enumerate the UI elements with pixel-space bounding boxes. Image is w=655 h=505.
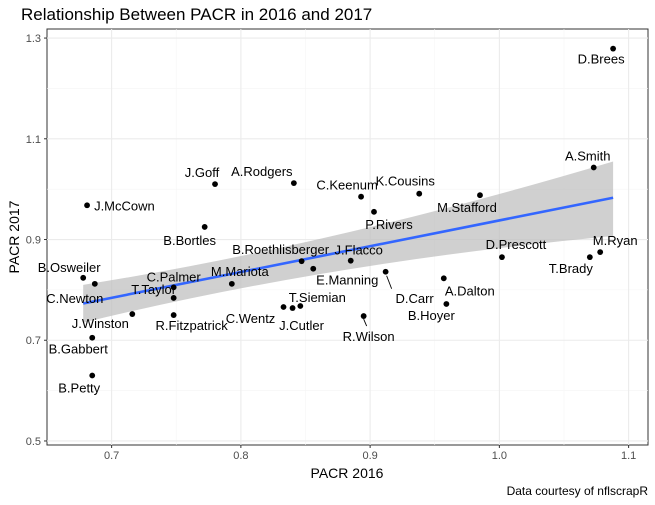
point-label: C.Newton (46, 291, 103, 306)
point-label: C.Wentz (226, 311, 276, 326)
point-label: J.Goff (185, 165, 220, 180)
data-point (586, 254, 593, 261)
data-point (91, 280, 98, 287)
point-label: D.Carr (395, 291, 434, 306)
point-label: M.Mariota (211, 264, 270, 279)
point-label: T.Brady (549, 261, 594, 276)
confidence-band (83, 161, 614, 323)
data-point (382, 268, 389, 275)
point-label: D.Prescott (486, 237, 547, 252)
data-point (289, 305, 296, 311)
point-label: K.Cousins (376, 174, 436, 189)
data-point (228, 280, 235, 287)
y-axis-title: PACR 2017 (6, 200, 22, 273)
point-label: B.Bortles (163, 233, 216, 248)
x-axis-ticks: 0.7 0.8 0.9 1.0 1.1 (104, 445, 636, 462)
label-leader-line (386, 275, 393, 289)
y-tick-label: 1.1 (26, 134, 41, 146)
x-tick-label: 1.1 (621, 450, 636, 462)
point-label: B.Hoyer (408, 308, 456, 323)
point-label: P.Rivers (365, 217, 413, 232)
label-leaders-layer (363, 275, 393, 327)
point-label: C.Palmer (147, 269, 202, 284)
point-label: A.Dalton (445, 283, 495, 298)
point-label: R.Wilson (343, 329, 395, 344)
y-tick-label: 0.7 (26, 335, 41, 347)
point-label: B.Petty (58, 380, 100, 395)
x-tick-label: 0.9 (362, 450, 377, 462)
data-point (499, 254, 505, 261)
y-axis-ticks: 0.5 0.7 0.9 1.1 1.3 (26, 33, 47, 448)
point-label: B.Gabbert (49, 342, 109, 357)
point-label: R.Fitzpatrick (156, 318, 229, 333)
data-point (201, 224, 208, 230)
data-point (290, 180, 297, 187)
point-label: M.Stafford (437, 200, 497, 215)
point-label: C.Keenum (316, 178, 377, 193)
point-label: J.Cutler (279, 318, 324, 333)
point-label: B.Osweiler (38, 260, 102, 275)
data-point (170, 284, 177, 291)
point-label: J.McCown (94, 198, 155, 213)
y-tick-label: 0.5 (26, 436, 41, 448)
data-point (212, 181, 218, 188)
data-point (477, 192, 483, 199)
point-label: J.Winston (72, 316, 129, 331)
data-point (84, 202, 90, 209)
data-points-layer (80, 45, 617, 379)
data-point (170, 295, 177, 301)
data-point (89, 372, 96, 379)
point-label: A.Smith (565, 148, 611, 163)
point-label: T.Taylor (131, 282, 176, 297)
data-point (597, 249, 604, 256)
data-point (440, 275, 447, 282)
y-tick-label: 0.9 (26, 235, 41, 247)
data-point (371, 208, 377, 215)
y-tick-label: 1.3 (26, 33, 41, 45)
x-tick-label: 1.0 (492, 450, 507, 462)
data-point (89, 334, 96, 341)
data-point (590, 164, 597, 171)
data-point (358, 193, 364, 200)
data-point (298, 258, 305, 265)
confidence-band-layer (83, 161, 614, 323)
data-point (170, 312, 177, 318)
point-label: D.Brees (578, 52, 625, 67)
point-label: E.Manning (316, 273, 378, 288)
point-label: A.Rodgers (231, 164, 293, 179)
data-point (610, 45, 617, 52)
label-leader-line (363, 318, 368, 327)
data-point (443, 301, 450, 307)
point-label: B.Roethlisberger (232, 242, 329, 257)
data-point (416, 190, 423, 197)
data-point (360, 313, 367, 319)
x-tick-label: 0.8 (233, 450, 248, 462)
point-label: T.Siemian (289, 290, 346, 305)
chart-caption: Data courtesy of nflscrapR (507, 484, 649, 498)
x-axis-title: PACR 2016 (311, 465, 384, 481)
chart-title: Relationship Between PACR in 2016 and 20… (21, 5, 372, 24)
data-point (80, 274, 87, 281)
data-point (129, 311, 136, 317)
point-label: J.Flacco (335, 243, 383, 258)
data-point (310, 265, 317, 272)
data-point (297, 303, 304, 309)
data-point (347, 257, 354, 264)
data-point (280, 304, 287, 310)
point-label: M.Ryan (593, 233, 638, 248)
x-tick-label: 0.7 (104, 450, 119, 462)
